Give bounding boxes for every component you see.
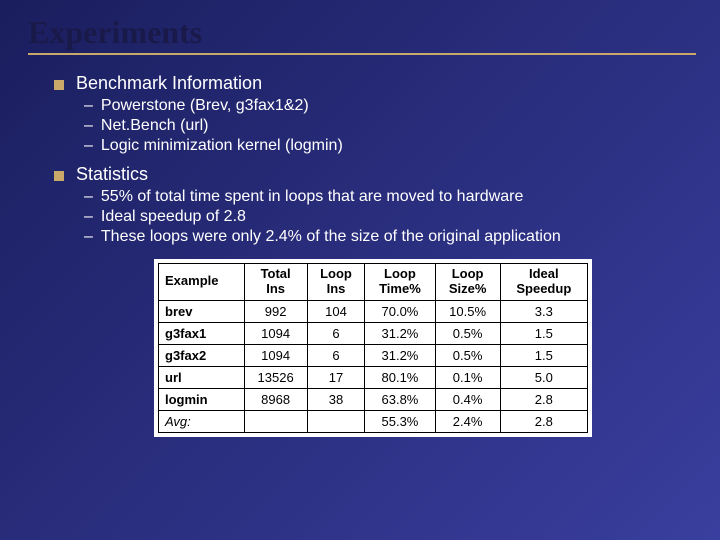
- cell: g3fax1: [159, 322, 245, 344]
- cell: 70.0%: [365, 300, 435, 322]
- cell: 2.4%: [435, 410, 500, 432]
- content-area: Benchmark Information –Powerstone (Brev,…: [0, 59, 720, 437]
- table-row: brev 992 104 70.0% 10.5% 3.3: [159, 300, 588, 322]
- list-item: –Logic minimization kernel (logmin): [84, 136, 692, 156]
- dash-icon: –: [84, 227, 93, 247]
- slide-title: Experiments: [28, 14, 692, 51]
- data-table: Example TotalIns LoopIns LoopTime% LoopS…: [158, 263, 588, 433]
- dash-icon: –: [84, 96, 93, 116]
- table-row: url 13526 17 80.1% 0.1% 5.0: [159, 366, 588, 388]
- list-item-text: 55% of total time spent in loops that ar…: [101, 187, 523, 207]
- cell: 31.2%: [365, 322, 435, 344]
- cell: 31.2%: [365, 344, 435, 366]
- sub-list: –Powerstone (Brev, g3fax1&2) –Net.Bench …: [54, 96, 692, 156]
- section-heading-text: Statistics: [76, 164, 148, 185]
- table-row: g3fax2 1094 6 31.2% 0.5% 1.5: [159, 344, 588, 366]
- cell: Avg:: [159, 410, 245, 432]
- cell: 0.5%: [435, 322, 500, 344]
- list-item: –Ideal speedup of 2.8: [84, 207, 692, 227]
- section-heading: Statistics: [54, 164, 692, 185]
- cell: 1.5: [500, 322, 587, 344]
- cell: 63.8%: [365, 388, 435, 410]
- table-header-row: Example TotalIns LoopIns LoopTime% LoopS…: [159, 264, 588, 301]
- cell: [307, 410, 365, 432]
- list-item: –Powerstone (Brev, g3fax1&2): [84, 96, 692, 116]
- cell: 3.3: [500, 300, 587, 322]
- section-heading-text: Benchmark Information: [76, 73, 262, 94]
- cell: brev: [159, 300, 245, 322]
- sub-list: –55% of total time spent in loops that a…: [54, 187, 692, 247]
- cell: 1094: [244, 344, 307, 366]
- title-block: Experiments: [0, 0, 720, 59]
- list-item: –These loops were only 2.4% of the size …: [84, 227, 692, 247]
- list-item-text: Logic minimization kernel (logmin): [101, 136, 343, 156]
- cell: 104: [307, 300, 365, 322]
- cell: 1094: [244, 322, 307, 344]
- cell: 2.8: [500, 410, 587, 432]
- data-table-wrap: Example TotalIns LoopIns LoopTime% LoopS…: [154, 259, 592, 437]
- cell: 1.5: [500, 344, 587, 366]
- cell: 6: [307, 322, 365, 344]
- title-underline: [28, 53, 696, 55]
- col-header: TotalIns: [244, 264, 307, 301]
- cell: 10.5%: [435, 300, 500, 322]
- cell: 2.8: [500, 388, 587, 410]
- section-statistics: Statistics –55% of total time spent in l…: [54, 164, 692, 247]
- cell: 0.4%: [435, 388, 500, 410]
- list-item: –55% of total time spent in loops that a…: [84, 187, 692, 207]
- dash-icon: –: [84, 136, 93, 156]
- section-benchmark: Benchmark Information –Powerstone (Brev,…: [54, 73, 692, 156]
- cell: g3fax2: [159, 344, 245, 366]
- cell: logmin: [159, 388, 245, 410]
- cell: 17: [307, 366, 365, 388]
- square-bullet-icon: [54, 171, 64, 181]
- col-header: LoopIns: [307, 264, 365, 301]
- list-item-text: Ideal speedup of 2.8: [101, 207, 246, 227]
- cell: 5.0: [500, 366, 587, 388]
- section-heading: Benchmark Information: [54, 73, 692, 94]
- cell: 992: [244, 300, 307, 322]
- cell: 8968: [244, 388, 307, 410]
- cell: 80.1%: [365, 366, 435, 388]
- cell: 0.1%: [435, 366, 500, 388]
- dash-icon: –: [84, 116, 93, 136]
- list-item-text: Powerstone (Brev, g3fax1&2): [101, 96, 309, 116]
- cell: 38: [307, 388, 365, 410]
- list-item-text: Net.Bench (url): [101, 116, 209, 136]
- square-bullet-icon: [54, 80, 64, 90]
- cell: 13526: [244, 366, 307, 388]
- col-header: Example: [159, 264, 245, 301]
- table-row: logmin 8968 38 63.8% 0.4% 2.8: [159, 388, 588, 410]
- cell: [244, 410, 307, 432]
- cell: url: [159, 366, 245, 388]
- col-header: IdealSpeedup: [500, 264, 587, 301]
- list-item: –Net.Bench (url): [84, 116, 692, 136]
- cell: 0.5%: [435, 344, 500, 366]
- list-item-text: These loops were only 2.4% of the size o…: [101, 227, 561, 247]
- cell: 55.3%: [365, 410, 435, 432]
- dash-icon: –: [84, 207, 93, 227]
- cell: 6: [307, 344, 365, 366]
- dash-icon: –: [84, 187, 93, 207]
- col-header: LoopTime%: [365, 264, 435, 301]
- col-header: LoopSize%: [435, 264, 500, 301]
- table-avg-row: Avg: 55.3% 2.4% 2.8: [159, 410, 588, 432]
- table-row: g3fax1 1094 6 31.2% 0.5% 1.5: [159, 322, 588, 344]
